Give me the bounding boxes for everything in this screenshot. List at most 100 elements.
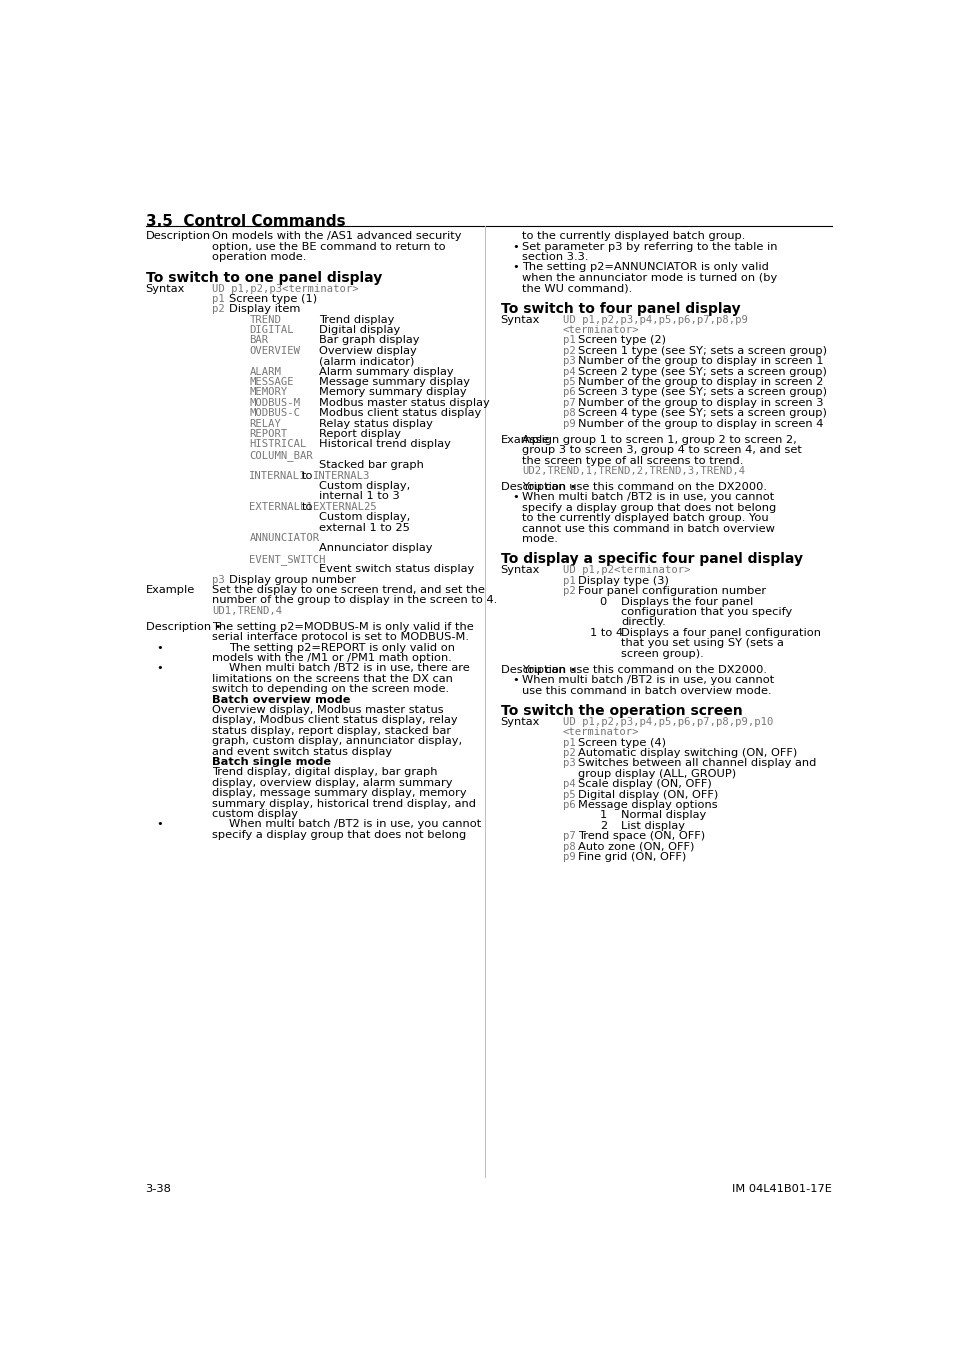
Text: The setting p2=REPORT is only valid on: The setting p2=REPORT is only valid on: [229, 643, 455, 652]
Text: The setting p2=ANNUNCIATOR is only valid: The setting p2=ANNUNCIATOR is only valid: [521, 262, 768, 273]
Text: UD1,TREND,4: UD1,TREND,4: [212, 606, 282, 616]
Text: UD2,TREND,1,TREND,2,TREND,3,TREND,4: UD2,TREND,1,TREND,2,TREND,3,TREND,4: [521, 466, 744, 477]
Text: INTERNAL1: INTERNAL1: [249, 471, 307, 481]
Text: p9: p9: [562, 852, 575, 863]
Text: You can use this command on the DX2000.: You can use this command on the DX2000.: [521, 664, 766, 675]
Text: OVERVIEW: OVERVIEW: [249, 346, 300, 356]
Text: DIGITAL: DIGITAL: [249, 325, 294, 335]
Text: <terminator>: <terminator>: [562, 728, 639, 737]
Text: Description •: Description •: [146, 622, 221, 632]
Text: group 3 to screen 3, group 4 to screen 4, and set: group 3 to screen 3, group 4 to screen 4…: [521, 446, 801, 455]
Text: screen group).: screen group).: [620, 648, 703, 659]
Text: to the currently displayed batch group.: to the currently displayed batch group.: [521, 231, 745, 242]
Text: directly.: directly.: [620, 617, 665, 628]
Text: p7: p7: [562, 832, 575, 841]
Text: Screen type (4): Screen type (4): [578, 737, 665, 748]
Text: Screen 1 type (see SY; sets a screen group): Screen 1 type (see SY; sets a screen gro…: [578, 346, 826, 356]
Text: p5: p5: [562, 377, 575, 387]
Text: that you set using SY (sets a: that you set using SY (sets a: [620, 639, 783, 648]
Text: 1 to 4: 1 to 4: [590, 628, 623, 637]
Text: IM 04L41B01-17E: IM 04L41B01-17E: [732, 1184, 831, 1193]
Text: Memory summary display: Memory summary display: [319, 387, 466, 397]
Text: number of the group to display in the screen to 4.: number of the group to display in the sc…: [212, 595, 497, 605]
Text: Historical trend display: Historical trend display: [319, 440, 451, 450]
Text: configuration that you specify: configuration that you specify: [620, 608, 792, 617]
Text: When multi batch /BT2 is in use, there are: When multi batch /BT2 is in use, there a…: [229, 663, 470, 674]
Text: Modbus client status display: Modbus client status display: [319, 408, 481, 418]
Text: p1: p1: [212, 294, 225, 304]
Text: Message display options: Message display options: [578, 801, 717, 810]
Text: p6: p6: [562, 801, 575, 810]
Text: Custom display,: Custom display,: [319, 512, 410, 522]
Text: p8: p8: [562, 841, 575, 852]
Text: When multi batch /BT2 is in use, you cannot: When multi batch /BT2 is in use, you can…: [521, 493, 774, 502]
Text: Set parameter p3 by referring to the table in: Set parameter p3 by referring to the tab…: [521, 242, 777, 251]
Text: Trend display: Trend display: [319, 315, 395, 325]
Text: p3: p3: [212, 575, 225, 585]
Text: Batch single mode: Batch single mode: [212, 757, 331, 767]
Text: Annunciator display: Annunciator display: [319, 544, 433, 554]
Text: to: to: [302, 471, 314, 481]
Text: Event switch status display: Event switch status display: [319, 564, 474, 574]
Text: Digital display (ON, OFF): Digital display (ON, OFF): [578, 790, 718, 799]
Text: Screen type (1): Screen type (1): [229, 294, 317, 304]
Text: •: •: [156, 819, 163, 829]
Text: UD p1,p2<terminator>: UD p1,p2<terminator>: [562, 566, 689, 575]
Text: The setting p2=MODBUS-M is only valid if the: The setting p2=MODBUS-M is only valid if…: [212, 622, 474, 632]
Text: specify a display group that does not belong: specify a display group that does not be…: [521, 502, 776, 513]
Text: p2: p2: [562, 586, 575, 597]
Text: display, Modbus client status display, relay: display, Modbus client status display, r…: [212, 716, 457, 725]
Text: p4: p4: [562, 367, 575, 377]
Text: Overview display: Overview display: [319, 346, 416, 356]
Text: the screen type of all screens to trend.: the screen type of all screens to trend.: [521, 455, 742, 466]
Text: serial interface protocol is set to MODBUS-M.: serial interface protocol is set to MODB…: [212, 632, 469, 643]
Text: To switch the operation screen: To switch the operation screen: [500, 703, 741, 718]
Text: p5: p5: [562, 790, 575, 799]
Text: section 3.3.: section 3.3.: [521, 252, 588, 262]
Text: 2: 2: [599, 821, 606, 830]
Text: internal 1 to 3: internal 1 to 3: [319, 491, 399, 501]
Text: Bar graph display: Bar graph display: [319, 336, 419, 346]
Text: 1: 1: [599, 810, 606, 821]
Text: group display (ALL, GROUP): group display (ALL, GROUP): [578, 769, 736, 779]
Text: Displays the four panel: Displays the four panel: [620, 597, 753, 606]
Text: Displays a four panel configuration: Displays a four panel configuration: [620, 628, 821, 637]
Text: Relay status display: Relay status display: [319, 418, 433, 429]
Text: Example: Example: [146, 585, 194, 595]
Text: mode.: mode.: [521, 535, 558, 544]
Text: cannot use this command in batch overview: cannot use this command in batch overvie…: [521, 524, 774, 533]
Text: UD p1,p2,p3,p4,p5,p6,p7,p8,p9: UD p1,p2,p3,p4,p5,p6,p7,p8,p9: [562, 315, 746, 325]
Text: On models with the /AS1 advanced security: On models with the /AS1 advanced securit…: [212, 231, 461, 242]
Text: and event switch status display: and event switch status display: [212, 747, 392, 756]
Text: Fine grid (ON, OFF): Fine grid (ON, OFF): [578, 852, 685, 863]
Text: Switches between all channel display and: Switches between all channel display and: [578, 759, 816, 768]
Text: 0: 0: [599, 597, 606, 606]
Text: Normal display: Normal display: [620, 810, 706, 821]
Text: To switch to four panel display: To switch to four panel display: [500, 301, 740, 316]
Text: •: •: [512, 262, 518, 273]
Text: Four panel configuration number: Four panel configuration number: [578, 586, 765, 597]
Text: HISTRICAL: HISTRICAL: [249, 440, 307, 450]
Text: models with the /M1 or /PM1 math option.: models with the /M1 or /PM1 math option.: [212, 653, 452, 663]
Text: Description •: Description •: [500, 664, 576, 675]
Text: •: •: [156, 663, 163, 674]
Text: Number of the group to display in screen 3: Number of the group to display in screen…: [578, 398, 822, 408]
Text: 3.5  Control Commands: 3.5 Control Commands: [146, 215, 345, 230]
Text: When multi batch /BT2 is in use, you cannot: When multi batch /BT2 is in use, you can…: [229, 819, 481, 829]
Text: display, message summary display, memory: display, message summary display, memory: [212, 788, 466, 798]
Text: external 1 to 25: external 1 to 25: [319, 522, 410, 533]
Text: when the annunciator mode is turned on (by: when the annunciator mode is turned on (…: [521, 273, 777, 284]
Text: p2: p2: [562, 346, 575, 356]
Text: to the currently displayed batch group. You: to the currently displayed batch group. …: [521, 513, 768, 524]
Text: INTERNAL3: INTERNAL3: [313, 471, 370, 481]
Text: Message summary display: Message summary display: [319, 377, 470, 387]
Text: Screen 2 type (see SY; sets a screen group): Screen 2 type (see SY; sets a screen gro…: [578, 367, 826, 377]
Text: Number of the group to display in screen 2: Number of the group to display in screen…: [578, 377, 822, 387]
Text: TREND: TREND: [249, 315, 281, 325]
Text: Custom display,: Custom display,: [319, 481, 410, 491]
Text: COLUMN_BAR: COLUMN_BAR: [249, 450, 313, 460]
Text: switch to depending on the screen mode.: switch to depending on the screen mode.: [212, 684, 449, 694]
Text: MESSAGE: MESSAGE: [249, 377, 294, 387]
Text: EXTERNAL25: EXTERNAL25: [313, 502, 376, 512]
Text: UD p1,p2,p3<terminator>: UD p1,p2,p3<terminator>: [212, 284, 358, 293]
